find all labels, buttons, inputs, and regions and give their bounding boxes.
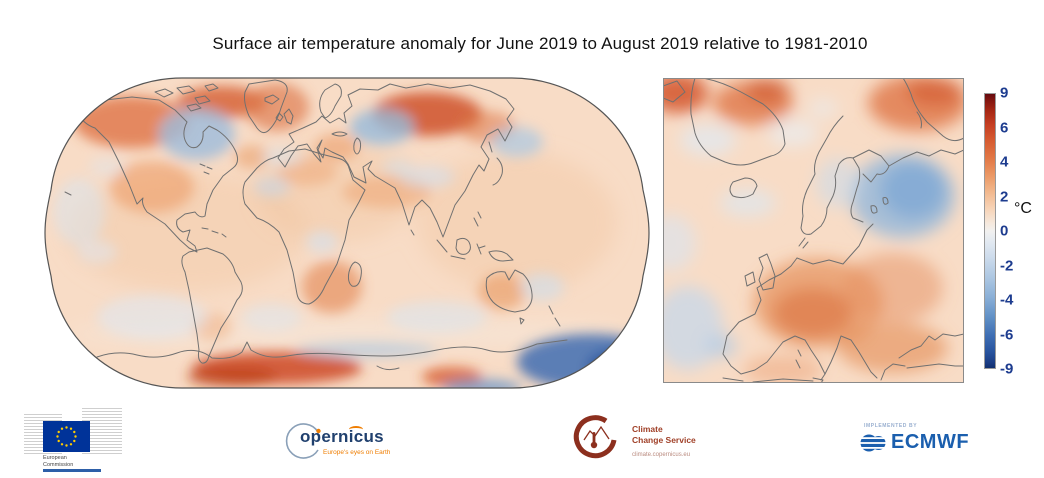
world-coastlines	[64, 79, 568, 371]
colorbar-tick: 6	[1000, 119, 1009, 136]
copernicus-tagline: Europe's eyes on Earth	[323, 449, 391, 456]
european-commission-logo: European Commission	[24, 408, 139, 474]
colorbar-tick: -2	[1000, 257, 1014, 274]
colorbar-gradient	[984, 93, 996, 369]
colorbar-tick: -6	[1000, 326, 1014, 343]
colorbar: 9 6 4 2 0 -2 -4 -6 -9 °C	[984, 86, 1040, 377]
colorbar-tick: 0	[1000, 222, 1009, 240]
colorbar-tick: -4	[1000, 291, 1014, 309]
colorbar-tick: -9	[1000, 360, 1014, 378]
ecmwf-logo: IMPLEMENTED BY ECMWF	[860, 423, 985, 463]
page-title: Surface air temperature anomaly for June…	[212, 34, 868, 53]
europe-map-border	[663, 78, 964, 383]
europe-coastlines	[663, 78, 964, 383]
colorbar-tick: 2	[1000, 188, 1009, 205]
ecmwf-implemented-by-label: IMPLEMENTED BY	[864, 423, 918, 429]
eu-commission-line1: European	[43, 455, 67, 461]
copernicus-c-arc-icon	[285, 423, 321, 459]
colorbar-tick: 4	[1000, 153, 1009, 171]
c3s-name-line2: Change Service	[632, 435, 696, 446]
climate-change-service-logo: Climate Change Service climate.copernicu…	[568, 410, 713, 470]
c3s-name-line1: Climate	[632, 424, 663, 434]
colorbar-tick: 9	[1000, 84, 1009, 102]
europe-anomaly-blobs	[663, 78, 964, 383]
ecmwf-globe-icon	[860, 434, 887, 451]
eu-commission-label: European Commission	[43, 455, 73, 469]
c3s-thermometer-icon	[590, 432, 598, 449]
world-map-border	[44, 77, 650, 389]
ecmwf-wordmark: ECMWF	[891, 431, 970, 453]
c3s-crescent-icon	[573, 415, 617, 459]
europe-map	[663, 78, 964, 383]
eu-blue-bar	[43, 469, 101, 472]
eu-flag-icon	[43, 421, 90, 452]
world-map	[44, 77, 650, 389]
c3s-name: Climate Change Service	[632, 424, 696, 446]
colorbar-unit-label: °C	[1014, 199, 1032, 217]
copernicus-logo: opernicus Europe's eyes on Earth	[283, 420, 413, 466]
copernicus-orange-accent	[349, 426, 363, 433]
c3s-url: climate.copernicus.eu	[632, 452, 691, 458]
eu-commission-line2: Commission	[43, 461, 74, 468]
copernicus-wordmark: opernicus	[300, 427, 384, 446]
